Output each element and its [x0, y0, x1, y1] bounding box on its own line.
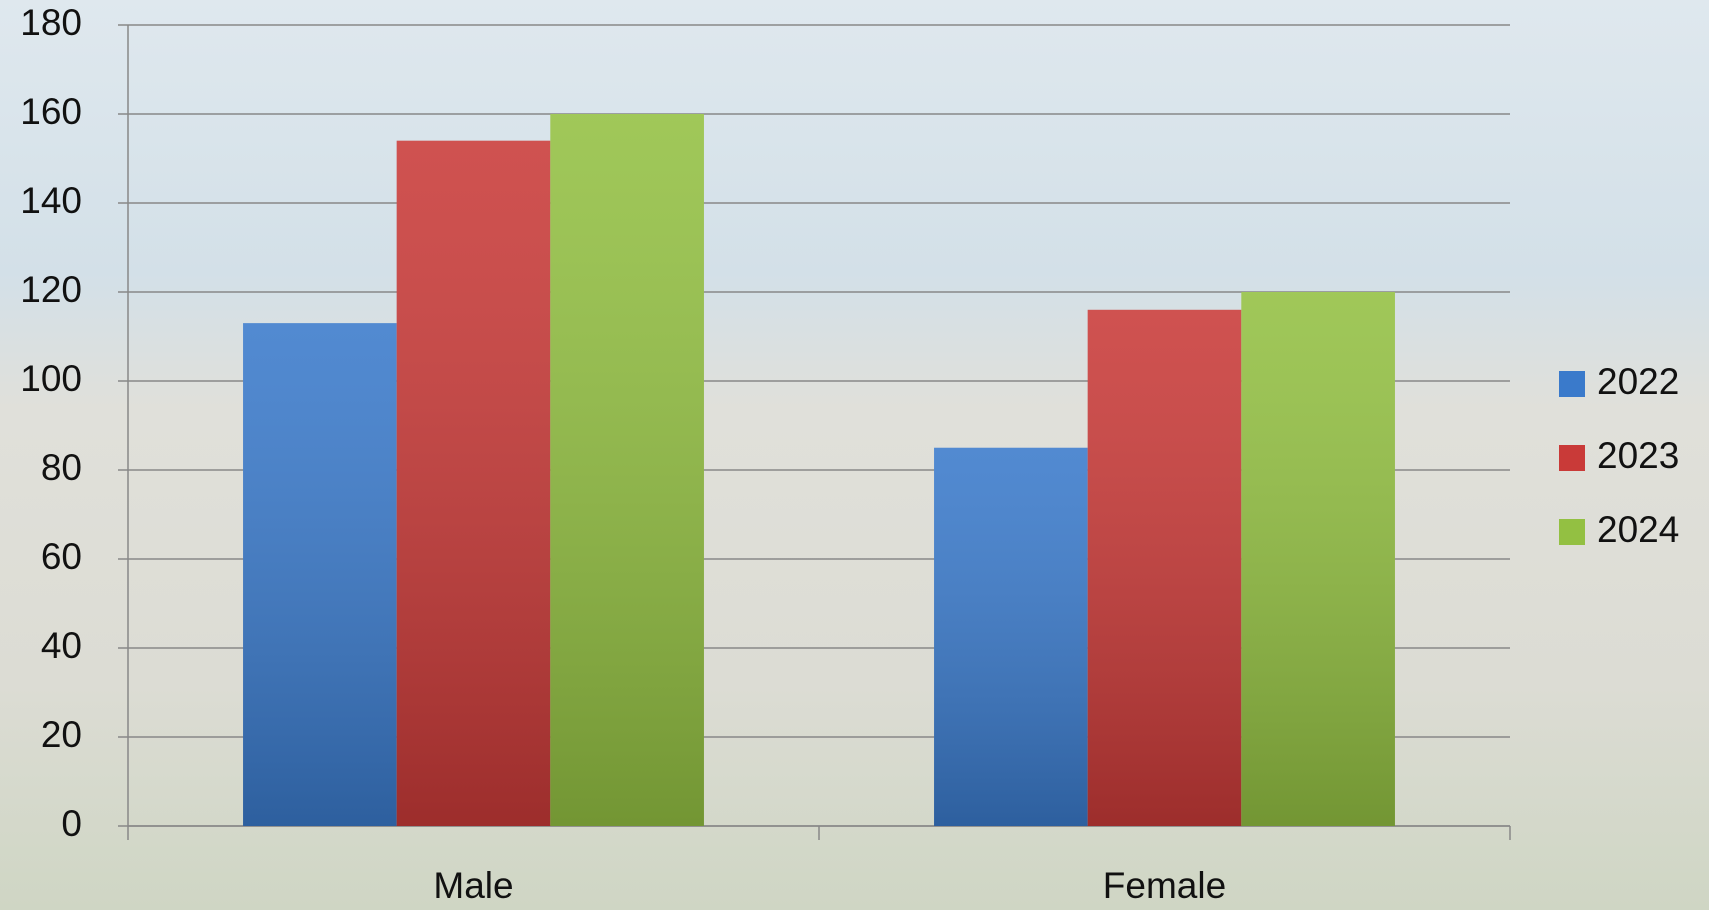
- legend-label: 2024: [1597, 509, 1679, 550]
- legend-swatch: [1559, 445, 1585, 471]
- y-tick-label: 160: [20, 91, 82, 132]
- y-tick-label: 60: [41, 536, 82, 577]
- y-tick-label: 20: [41, 714, 82, 755]
- bar-shade: [1241, 292, 1395, 826]
- bar-shade: [1087, 309, 1242, 826]
- legend-label: 2022: [1597, 361, 1679, 402]
- y-tick-label: 0: [61, 803, 82, 844]
- y-tick-label: 180: [20, 2, 82, 43]
- x-tick-label: Male: [433, 865, 513, 906]
- bar-shade: [243, 323, 397, 826]
- bar-shade: [550, 114, 704, 826]
- legend-label: 2023: [1597, 435, 1679, 476]
- y-tick-label: 100: [20, 358, 82, 399]
- y-tick-label: 80: [41, 447, 82, 488]
- y-tick-label: 40: [41, 625, 82, 666]
- y-tick-label: 120: [20, 269, 82, 310]
- legend-swatch: [1559, 371, 1585, 397]
- bar-shade: [934, 447, 1088, 826]
- bar-shade: [396, 140, 551, 826]
- x-tick-label: Female: [1103, 865, 1226, 906]
- legend-swatch: [1559, 519, 1585, 545]
- y-tick-label: 140: [20, 180, 82, 221]
